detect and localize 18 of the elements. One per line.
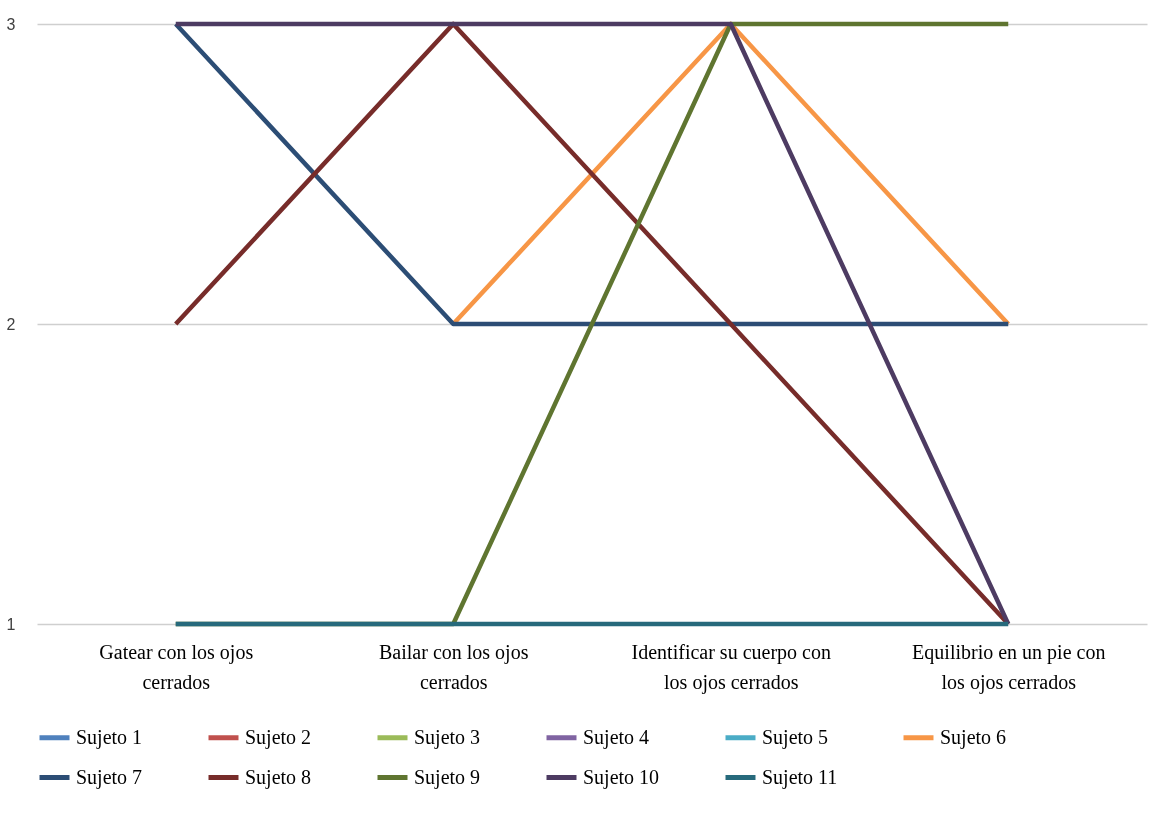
legend-label: Sujeto 6	[940, 725, 1007, 749]
x-tick-label: Equilibrio en un pie con los ojos cerrados	[912, 640, 1106, 694]
x-tick-label: Bailar con los ojos cerrados	[379, 640, 529, 693]
legend-label: Sujeto 8	[245, 765, 312, 789]
x-tick-label: Gatear con los ojos cerrados	[99, 640, 254, 693]
legend-label: Sujeto 5	[762, 725, 829, 749]
x-tick-label: Identificar su cuerpo con los ojos cerrados	[631, 640, 831, 694]
legend-label: Sujeto 3	[414, 725, 481, 749]
legend-label: Sujeto 11	[762, 765, 838, 789]
legend-label: Sujeto 4	[583, 725, 650, 749]
y-tick-label: 2	[6, 315, 16, 333]
y-tick-label: 1	[6, 615, 16, 633]
legend-label: Sujeto 9	[414, 765, 481, 789]
legend-label: Sujeto 2	[245, 725, 312, 749]
legend-label: Sujeto 10	[583, 765, 660, 789]
legend-label: Sujeto 1	[76, 725, 143, 749]
legend-label: Sujeto 7	[76, 765, 143, 789]
y-tick-label: 3	[6, 15, 16, 33]
